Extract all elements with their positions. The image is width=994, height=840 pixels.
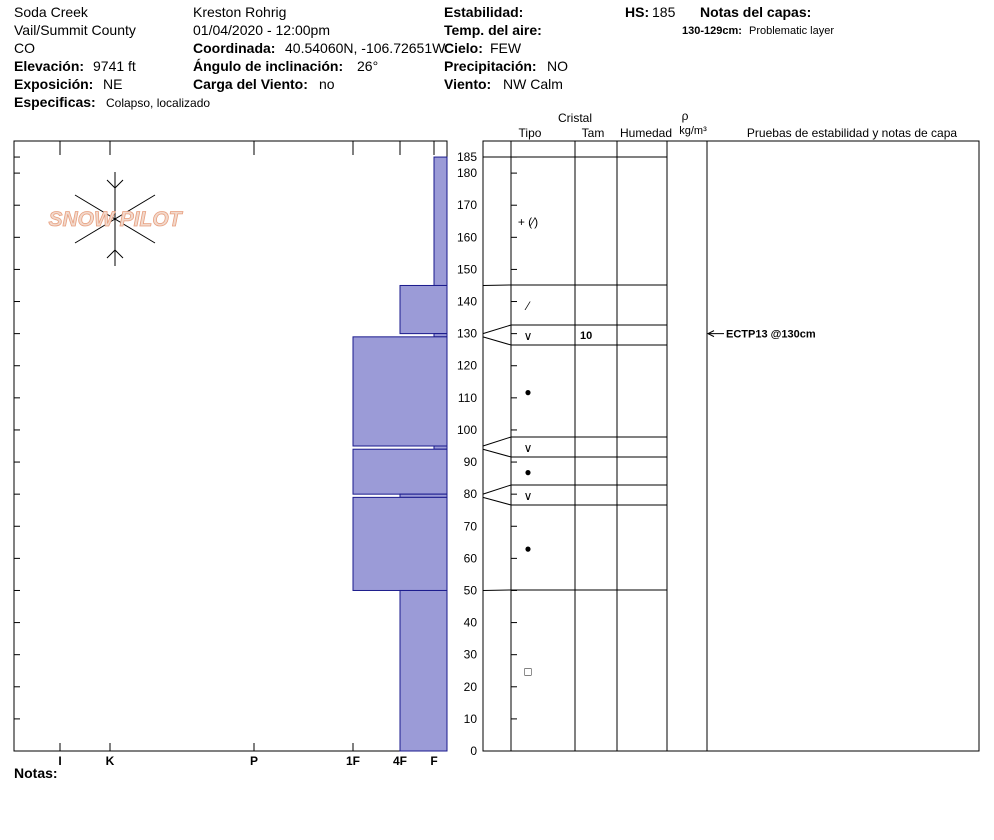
state: CO — [14, 40, 35, 56]
layer-boundary — [482, 324, 667, 335]
y-tick-label: 150 — [457, 262, 477, 276]
logo — [74, 172, 156, 266]
grain-type: ⁄ — [524, 299, 531, 313]
layer-boundary — [482, 496, 667, 506]
label: Carga del Viento: — [193, 76, 308, 92]
test-arrowhead — [706, 330, 715, 338]
grain-type: □ — [524, 665, 531, 679]
grain-type: + (⁄) — [518, 215, 538, 229]
column-header: Cristal — [558, 111, 592, 125]
value: 40.54060N, -106.72651W — [285, 40, 446, 56]
y-tick-label: 0 — [470, 744, 477, 758]
x-tick-label: 1F — [346, 754, 360, 768]
value: 9741 ft — [93, 58, 136, 74]
x-tick-label: K — [106, 754, 115, 768]
column-header: kg/m³ — [679, 125, 707, 137]
observer: Kreston Rohrig — [193, 4, 286, 20]
column-header: Tam — [582, 126, 605, 140]
hardness-bar — [352, 336, 448, 447]
y-tick-label: 120 — [457, 359, 477, 373]
column-header: Pruebas de estabilidad y notas de capa — [747, 126, 957, 140]
layer-note: Problematic layer — [749, 25, 834, 37]
hardness-bar — [433, 156, 448, 286]
logo-text: SNOW PILOT — [49, 208, 184, 231]
hardness-bar — [352, 448, 448, 495]
layer-boundary — [482, 336, 667, 346]
label: Cielo: — [444, 40, 483, 56]
hardness-bar — [399, 589, 448, 752]
label: Exposición: — [14, 76, 93, 92]
label: Precipitación: — [444, 58, 537, 74]
label: Viento: — [444, 76, 491, 92]
y-tick-label: 180 — [457, 166, 477, 180]
y-tick-label: 30 — [464, 648, 478, 662]
hardness-bar — [399, 284, 448, 335]
layer-boundary — [482, 484, 667, 495]
value: NE — [103, 76, 122, 92]
x-tick-label: F — [430, 754, 437, 768]
label: Estabilidad: — [444, 4, 523, 20]
datetime: 01/04/2020 - 12:00pm — [193, 22, 330, 38]
y-tick-label: 20 — [464, 680, 478, 694]
y-tick-label: 170 — [457, 198, 477, 212]
value: NO — [547, 58, 568, 74]
y-tick-label: 50 — [464, 583, 478, 597]
value: Colapso, localizado — [106, 96, 210, 110]
y-tick-label: 90 — [464, 455, 478, 469]
y-tick-label: 185 — [457, 150, 477, 164]
test-label: ECTP13 @130cm — [726, 329, 816, 341]
label: Ángulo de inclinación: — [193, 58, 343, 74]
value: no — [319, 76, 335, 92]
label: Especificas: — [14, 94, 96, 110]
label: HS: — [625, 4, 649, 20]
column-header: Humedad — [620, 126, 672, 140]
table-frame — [482, 140, 980, 752]
y-tick-label: 80 — [464, 487, 478, 501]
layer-note-range: 130-129cm: — [682, 25, 742, 37]
value: FEW — [490, 40, 522, 56]
x-tick-label: P — [250, 754, 258, 768]
y-tick-label: 160 — [457, 230, 477, 244]
grain-type: ● — [524, 542, 531, 556]
label: Temp. del aire: — [444, 22, 542, 38]
notes-label: Notas: — [14, 765, 58, 781]
region: Vail/Summit County — [14, 22, 136, 38]
y-tick-label: 60 — [464, 551, 478, 565]
layer-boundary — [482, 448, 667, 458]
grain-type: ● — [524, 385, 531, 399]
label: Elevación: — [14, 58, 84, 74]
value: NW Calm — [503, 76, 563, 92]
y-tick-label: 130 — [457, 327, 477, 341]
grain-size: 10 — [580, 330, 592, 342]
y-tick-label: 100 — [457, 423, 477, 437]
layer-boundary — [482, 436, 667, 447]
grain-type: ∨ — [524, 441, 533, 455]
label: Coordinada: — [193, 40, 275, 56]
y-tick-label: 110 — [458, 391, 477, 405]
column-header: Tipo — [519, 126, 542, 140]
value: 26° — [357, 58, 378, 74]
y-tick-label: 10 — [464, 712, 478, 726]
grain-type: ∨ — [524, 329, 533, 343]
y-tick-label: 70 — [464, 519, 478, 533]
grain-type: ● — [524, 465, 531, 479]
x-tick-label: I — [58, 754, 61, 768]
location: Soda Creek — [14, 4, 89, 20]
value: 185 — [652, 4, 676, 20]
hardness-bar — [352, 496, 448, 591]
y-tick-label: 140 — [457, 295, 477, 309]
y-tick-label: 40 — [464, 616, 478, 630]
x-tick-label: 4F — [393, 754, 407, 768]
label: Notas del capas: — [700, 4, 811, 20]
column-header: ρ — [682, 109, 689, 123]
grain-type: ∨ — [524, 489, 533, 503]
